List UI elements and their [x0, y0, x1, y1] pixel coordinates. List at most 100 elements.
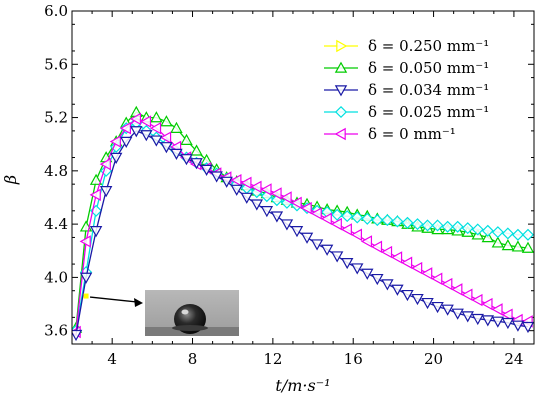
data-point — [320, 244, 334, 256]
data-point — [360, 235, 373, 248]
data-point — [521, 228, 534, 241]
data-point — [511, 320, 525, 332]
data-point — [240, 192, 253, 204]
data-point — [190, 144, 203, 156]
data-point — [491, 226, 504, 239]
data-point — [200, 164, 213, 176]
series-2 — [72, 126, 534, 342]
data-point — [270, 187, 282, 200]
data-point — [511, 240, 525, 252]
x-tick-label: 24 — [504, 350, 523, 368]
data-point — [391, 215, 404, 228]
data-point — [401, 289, 414, 302]
data-point — [210, 171, 223, 183]
data-point — [441, 304, 454, 316]
data-point — [391, 284, 404, 296]
data-point — [401, 256, 413, 269]
data-point — [411, 218, 424, 231]
droplet-highlight — [181, 309, 189, 315]
series-layer — [72, 105, 534, 342]
data-point — [361, 268, 374, 280]
data-point — [501, 238, 515, 251]
data-point — [441, 220, 454, 233]
data-point — [491, 303, 503, 316]
x-tick-label: 12 — [263, 350, 282, 368]
data-point — [461, 288, 473, 301]
y-tick-label: 5.6 — [44, 55, 68, 73]
data-point — [310, 207, 322, 220]
data-point — [129, 112, 142, 126]
data-point — [350, 228, 362, 241]
legend-label: δ = 0.034 mm⁻¹ — [368, 81, 489, 99]
data-point — [411, 293, 424, 306]
y-axis-label: β — [1, 175, 20, 185]
data-point — [99, 157, 111, 171]
x-tick-label: 20 — [424, 350, 443, 368]
data-point — [481, 231, 495, 243]
data-point — [501, 227, 514, 240]
data-point — [99, 186, 113, 198]
data-point — [521, 241, 534, 253]
data-point — [351, 263, 364, 275]
data-point — [170, 148, 183, 160]
legend-item-3: δ = 0.025 mm⁻¹ — [324, 103, 489, 121]
data-point — [290, 226, 304, 238]
data-point — [180, 133, 193, 145]
data-point — [471, 293, 483, 307]
data-point — [471, 313, 484, 326]
data-point — [451, 283, 463, 296]
x-tick-label: 8 — [188, 350, 198, 368]
legend-marker — [334, 127, 346, 141]
data-point — [290, 196, 302, 210]
legend-marker — [334, 85, 348, 97]
data-point — [431, 301, 444, 314]
data-point — [320, 212, 332, 226]
data-point — [170, 121, 183, 133]
legend-label: δ = 0.050 mm⁻¹ — [368, 59, 489, 77]
legend-item-4: δ = 0 mm⁻¹ — [324, 125, 456, 143]
legend-label: δ = 0 mm⁻¹ — [368, 125, 456, 143]
data-point — [260, 183, 272, 196]
data-point — [120, 136, 133, 148]
data-point — [380, 245, 393, 259]
data-point — [109, 152, 123, 164]
data-point — [431, 272, 443, 285]
data-point — [451, 220, 464, 233]
data-point — [511, 228, 524, 241]
data-point — [180, 154, 193, 166]
data-point — [431, 219, 444, 232]
data-point — [89, 188, 101, 202]
data-point — [461, 222, 474, 235]
data-point — [481, 224, 494, 237]
data-point — [300, 201, 312, 215]
data-point — [451, 308, 464, 320]
legend-marker — [336, 39, 348, 53]
data-point — [119, 121, 131, 135]
data-point — [280, 191, 292, 204]
legend: δ = 0.250 mm⁻¹ δ = 0.050 mm⁻¹ δ = 0.034 mm… — [324, 37, 489, 143]
data-point — [401, 216, 414, 229]
data-point — [371, 214, 384, 227]
data-point — [491, 236, 505, 248]
ticks-layer: 4 8 12 16 20 24 3.6 4.0 4.4 4.8 5.2 5.6 6.0 — [44, 2, 535, 368]
data-point — [461, 311, 474, 323]
data-point — [340, 223, 352, 236]
x-tick-label: 16 — [344, 350, 363, 368]
data-point — [521, 321, 534, 334]
data-point — [501, 317, 515, 330]
data-point — [160, 142, 173, 154]
data-point — [371, 273, 384, 286]
data-point — [230, 173, 242, 187]
data-point — [330, 251, 344, 263]
data-point — [501, 308, 513, 321]
data-point — [270, 211, 284, 223]
data-point — [260, 206, 274, 218]
data-point — [481, 297, 493, 311]
droplet-reflection — [172, 325, 208, 331]
data-point — [220, 176, 233, 188]
data-point — [300, 232, 314, 244]
data-point — [331, 208, 344, 221]
y-tick-label: 4.4 — [44, 215, 68, 233]
series-1 — [72, 105, 534, 333]
